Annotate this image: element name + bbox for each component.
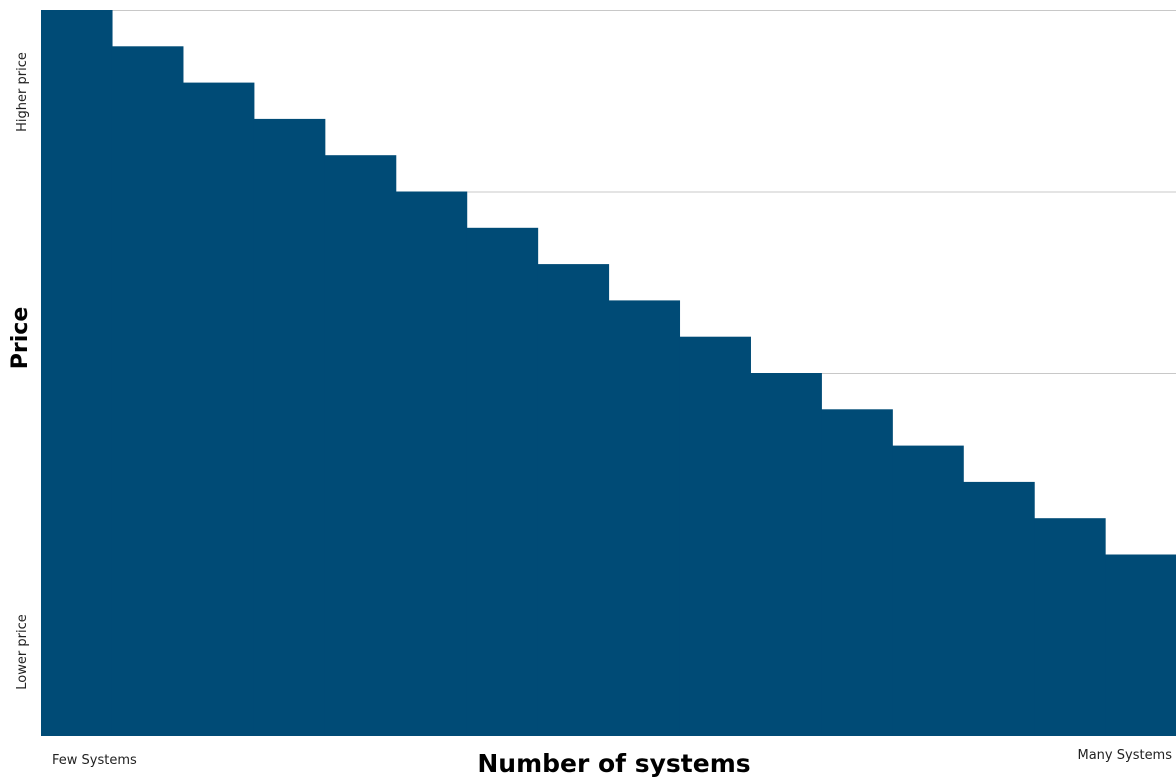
bar — [821, 409, 893, 736]
bar — [1105, 554, 1176, 736]
y-axis-low-label: Lower price — [15, 614, 30, 689]
bar — [41, 10, 113, 736]
bar — [608, 300, 681, 736]
bar — [253, 118, 326, 736]
y-axis-title: Price — [8, 307, 33, 369]
bar — [963, 481, 1035, 736]
bar — [111, 46, 184, 737]
bar — [1034, 518, 1106, 736]
bar — [182, 82, 255, 737]
bar — [537, 264, 610, 736]
x-axis-left-label: Few Systems — [52, 753, 137, 768]
bars — [41, 10, 1176, 737]
y-axis-high-label: Higher price — [15, 52, 30, 132]
bar — [324, 155, 397, 736]
x-axis-right-label: Many Systems — [1078, 748, 1173, 763]
x-axis-title: Number of systems — [477, 749, 750, 778]
bar — [466, 227, 539, 737]
bar — [395, 191, 468, 736]
bar — [892, 445, 964, 736]
bar — [679, 336, 751, 736]
bar — [750, 373, 822, 736]
